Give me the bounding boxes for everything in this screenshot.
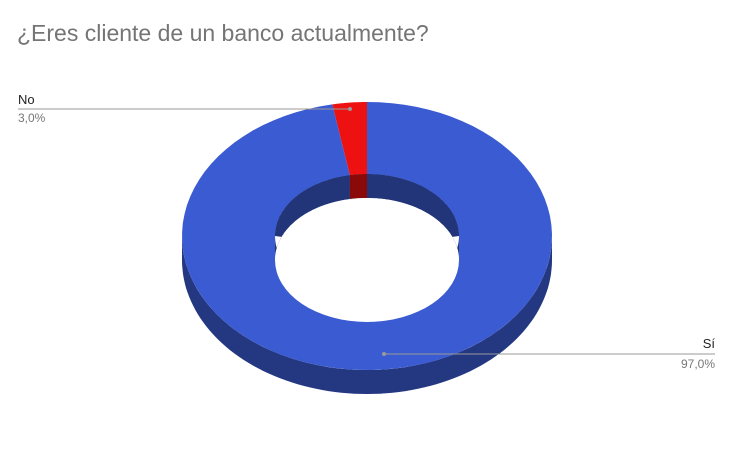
leader-dot-si <box>382 352 386 356</box>
slice-label-no: No <box>18 92 35 107</box>
chart-title: ¿Eres cliente de un banco actualmente? <box>17 20 429 46</box>
slice-label-si: Sí <box>703 336 716 351</box>
leader-dot-no <box>348 107 352 111</box>
slice-inner-wall-top-si-0 <box>367 174 459 260</box>
slice-si <box>182 102 552 370</box>
slice-inner-wall-top-no-0 <box>349 174 367 200</box>
slice-no <box>332 102 367 176</box>
slice-percent-no: 3,0% <box>18 111 46 125</box>
donut-hole-floor <box>275 198 459 298</box>
slice-inner-wall-top-si-1 <box>275 175 350 260</box>
slice-percent-si: 97,0% <box>681 357 715 371</box>
